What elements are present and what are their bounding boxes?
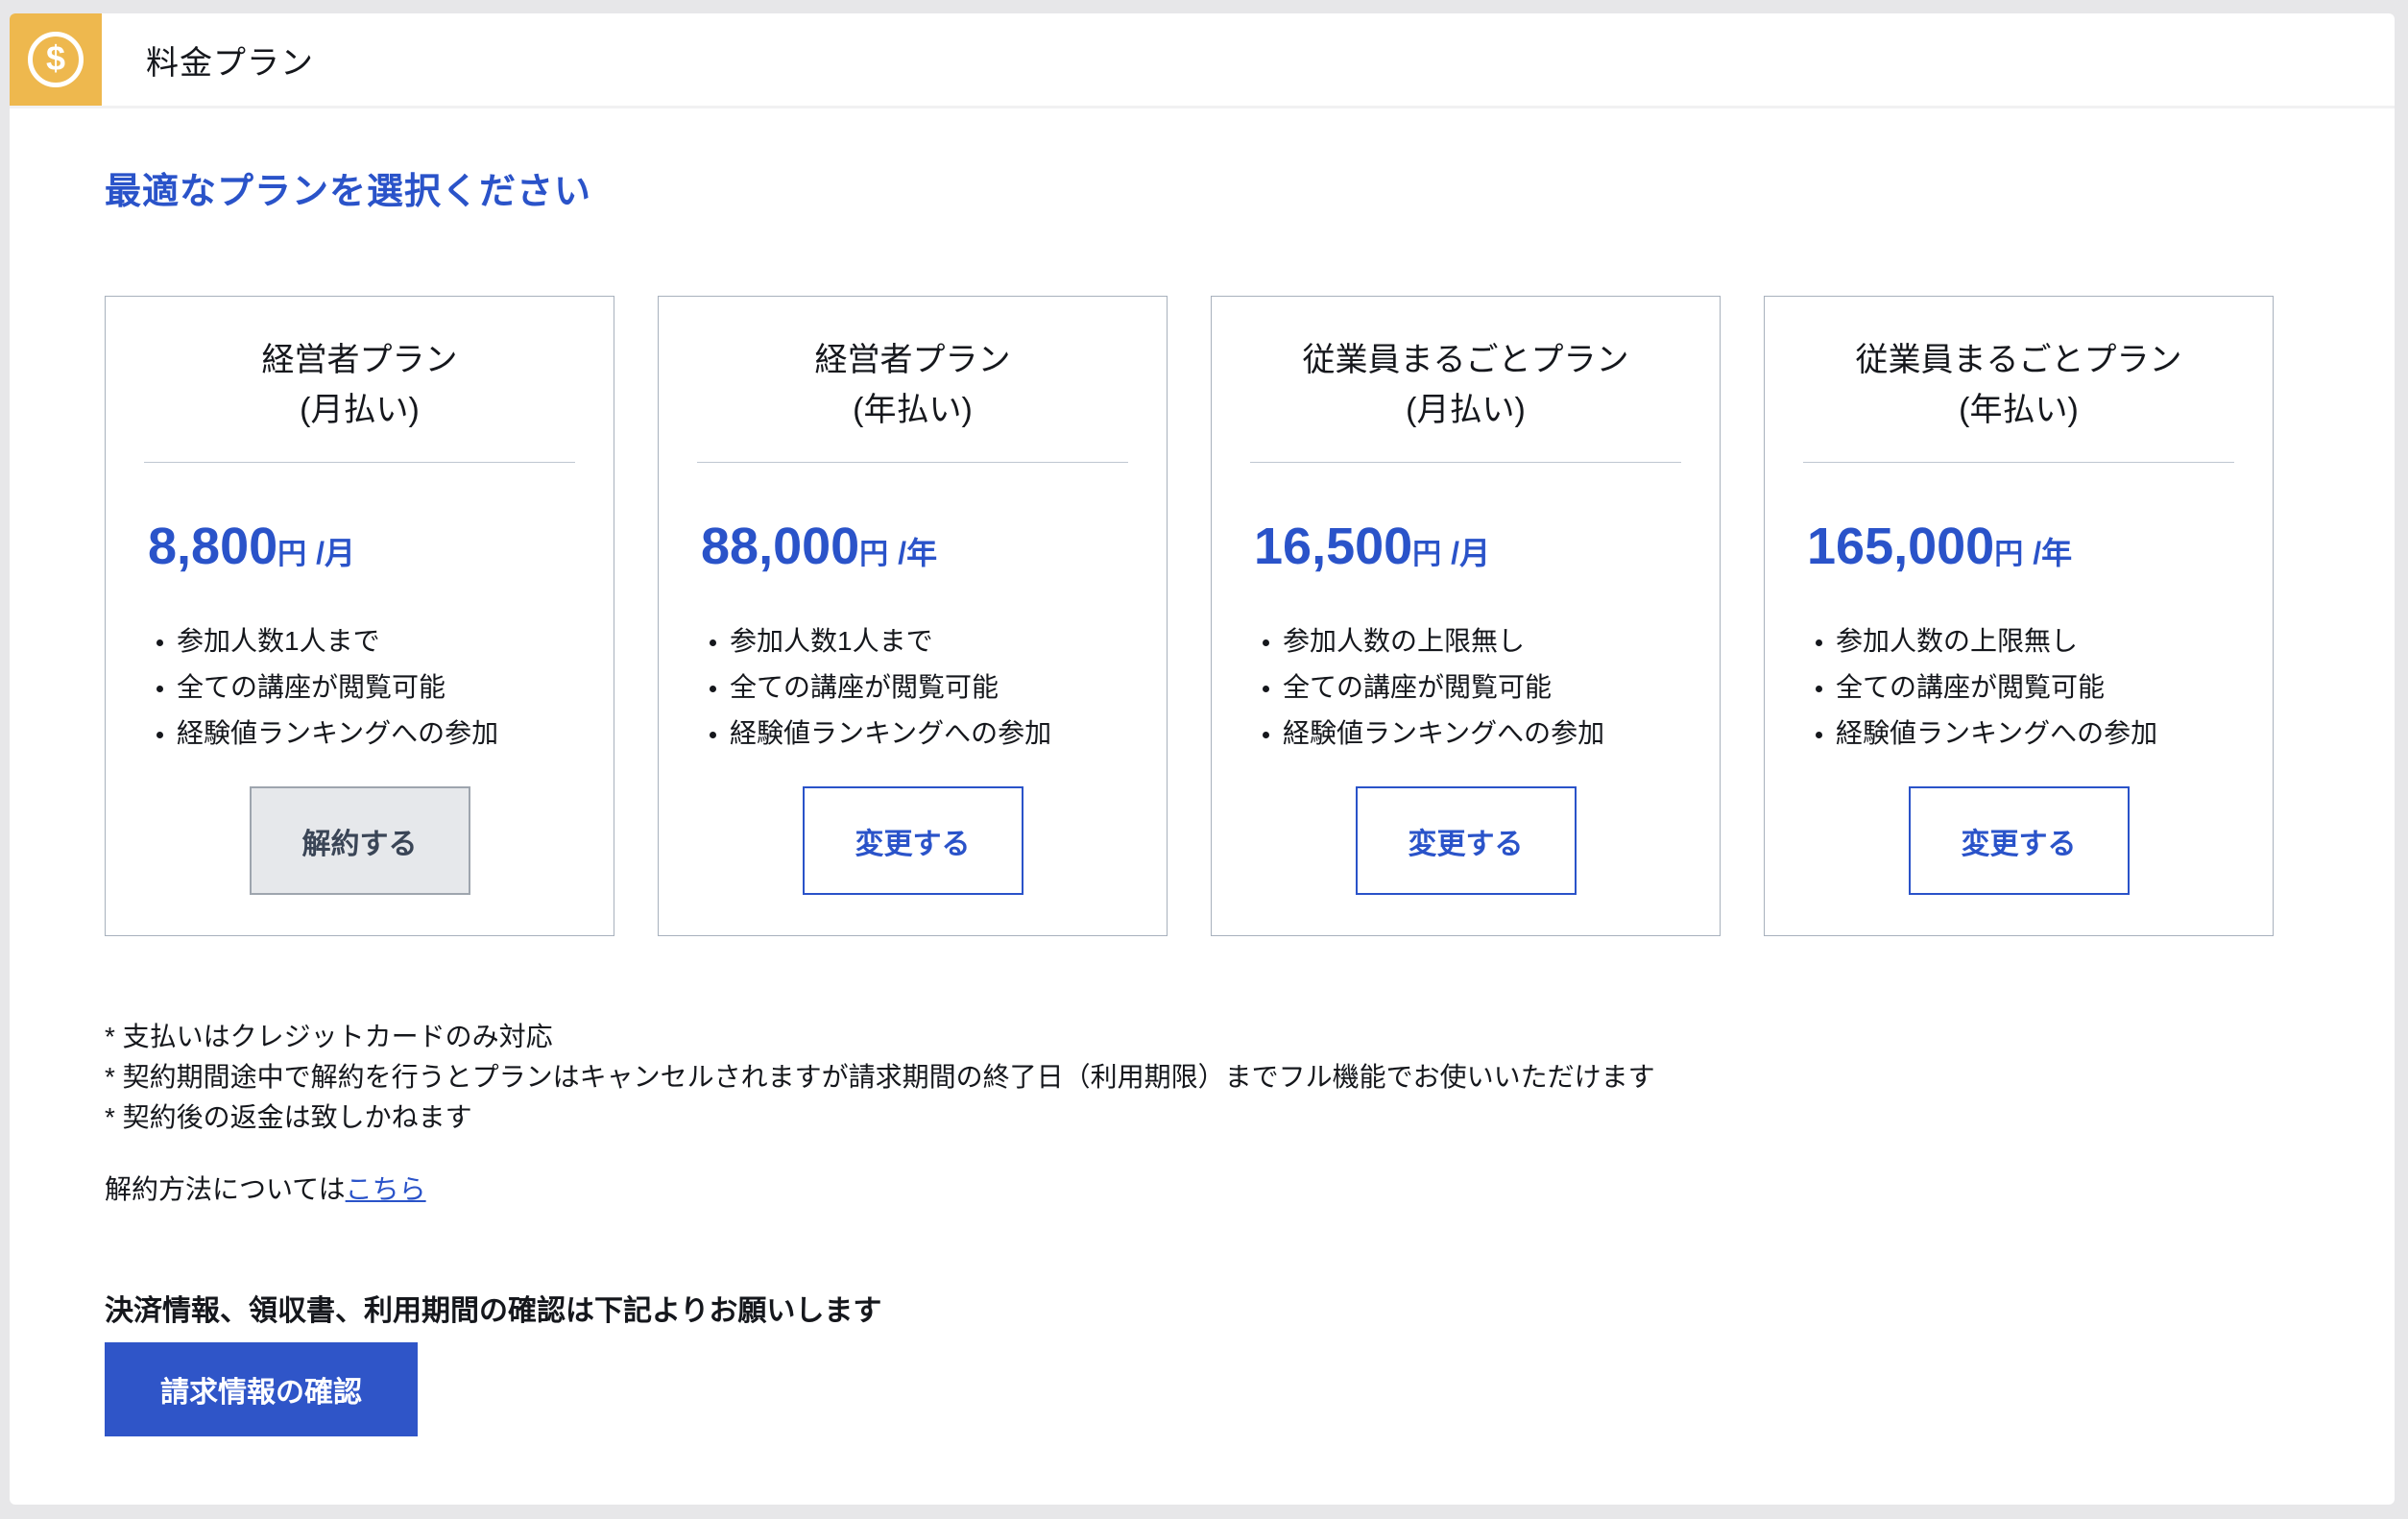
plan-feature-item: 全ての講座が閲覧可能	[1836, 664, 2230, 711]
price-period: /年	[898, 536, 938, 570]
plan-title-line2: (年払い)	[853, 392, 973, 428]
plan-title-line2: (年払い)	[1959, 392, 2079, 428]
plan-feature-item: 経験値ランキングへの参加	[1836, 711, 2230, 757]
note-line: * 支払いはクレジットカードのみ対応	[105, 1022, 553, 1051]
plan-feature-item: 参加人数1人まで	[177, 618, 571, 664]
plan-features: 参加人数1人まで 全ての講座が閲覧可能 経験値ランキングへの参加	[659, 618, 1124, 757]
price-currency: 円	[1412, 539, 1442, 570]
plan-feature-item: 参加人数の上限無し	[1836, 618, 2230, 664]
plan-feature-item: 経験値ランキングへの参加	[730, 711, 1124, 757]
cancellation-info: 解約方法についてはこちら	[105, 1169, 2395, 1210]
plan-divider	[697, 462, 1128, 463]
plan-price: 165,000円/年	[1807, 517, 2273, 576]
price-amount: 165,000	[1807, 518, 1995, 575]
plan-cards: 経営者プラン (月払い) 8,800円/月 参加人数1人まで 全ての講座が閲覧可…	[105, 296, 2395, 936]
plan-card-owner-monthly: 経営者プラン (月払い) 8,800円/月 参加人数1人まで 全ての講座が閲覧可…	[105, 296, 614, 936]
plan-price: 88,000円/年	[701, 517, 1167, 576]
section-heading: 最適なプランを選択ください	[105, 172, 592, 212]
plan-title-line1: 従業員まるごとプラン	[1855, 342, 2182, 378]
pricing-content: 最適なプランを選択ください 経営者プラン (月払い) 8,800円/月 参加人数…	[10, 108, 2395, 1436]
plan-title-line1: 従業員まるごとプラン	[1302, 342, 1629, 378]
plan-price: 8,800円/月	[148, 517, 614, 576]
price-currency: 円	[859, 539, 889, 570]
plan-card-employee-yearly: 従業員まるごとプラン (年払い) 165,000円/年 参加人数の上限無し 全て…	[1764, 296, 2274, 936]
price-amount: 88,000	[701, 518, 860, 575]
plan-card-employee-monthly: 従業員まるごとプラン (月払い) 16,500円/月 参加人数の上限無し 全ての…	[1211, 296, 1721, 936]
price-period: /月	[316, 536, 356, 570]
plan-title: 経営者プラン (月払い)	[106, 335, 614, 435]
price-period: /年	[2033, 536, 2073, 570]
note-line: * 契約期間途中で解約を行うとプランはキャンセルされますが請求期間の終了日（利用…	[105, 1062, 1655, 1092]
plan-feature-item: 経験値ランキングへの参加	[177, 711, 571, 757]
cancellation-link[interactable]: こちら	[345, 1174, 426, 1204]
cancel-plan-button[interactable]: 解約する	[249, 786, 470, 895]
plan-divider	[1250, 462, 1681, 463]
plan-feature-item: 全ての講座が閲覧可能	[730, 664, 1124, 711]
billing-info-button[interactable]: 請求情報の確認	[105, 1342, 418, 1436]
page-title: 料金プラン	[146, 44, 314, 82]
pricing-panel: $ 料金プラン 最適なプランを選択ください 経営者プラン (月払い) 8,800…	[10, 13, 2395, 1505]
price-period: /月	[1451, 536, 1491, 570]
price-amount: 16,500	[1254, 518, 1413, 575]
price-currency: 円	[1994, 539, 2024, 570]
plan-price: 16,500円/月	[1254, 517, 1720, 576]
plan-card-owner-yearly: 経営者プラン (年払い) 88,000円/年 参加人数1人まで 全ての講座が閲覧…	[658, 296, 1168, 936]
plan-feature-item: 参加人数の上限無し	[1283, 618, 1677, 664]
plan-title-line1: 経営者プラン	[814, 342, 1011, 378]
plan-notes: * 支払いはクレジットカードのみ対応 * 契約期間途中で解約を行うとプランはキャ…	[105, 1017, 2395, 1138]
cancellation-info-text: 解約方法については	[105, 1174, 346, 1204]
plan-feature-item: 全ての講座が閲覧可能	[1283, 664, 1677, 711]
note-line: * 契約後の返金は致しかねます	[105, 1102, 472, 1132]
change-plan-button[interactable]: 変更する	[1355, 786, 1577, 895]
price-amount: 8,800	[148, 518, 278, 575]
plan-title: 従業員まるごとプラン (月払い)	[1212, 335, 1720, 435]
change-plan-button[interactable]: 変更する	[1908, 786, 2130, 895]
plan-features: 参加人数の上限無し 全ての講座が閲覧可能 経験値ランキングへの参加	[1212, 618, 1677, 757]
plan-feature-item: 経験値ランキングへの参加	[1283, 711, 1677, 757]
price-currency: 円	[277, 539, 307, 570]
plan-title: 経営者プラン (年払い)	[659, 335, 1167, 435]
plan-title-line2: (月払い)	[300, 392, 420, 428]
plan-title: 従業員まるごとプラン (年払い)	[1765, 335, 2273, 435]
page-header: $ 料金プラン	[10, 13, 2395, 108]
dollar-circle-icon: $	[28, 32, 84, 87]
plan-features: 参加人数1人まで 全ての講座が閲覧可能 経験値ランキングへの参加	[106, 618, 571, 757]
plan-features: 参加人数の上限無し 全ての講座が閲覧可能 経験値ランキングへの参加	[1765, 618, 2230, 757]
billing-prompt: 決済情報、領収書、利用期間の確認は下記よりお願いします	[105, 1295, 882, 1327]
plan-title-line1: 経営者プラン	[261, 342, 458, 378]
plan-divider	[1803, 462, 2234, 463]
change-plan-button[interactable]: 変更する	[802, 786, 1023, 895]
plan-title-line2: (月払い)	[1406, 392, 1526, 428]
plan-divider	[144, 462, 575, 463]
plan-feature-item: 全ての講座が閲覧可能	[177, 664, 571, 711]
plan-feature-item: 参加人数1人まで	[730, 618, 1124, 664]
pricing-icon-box: $	[10, 13, 102, 106]
